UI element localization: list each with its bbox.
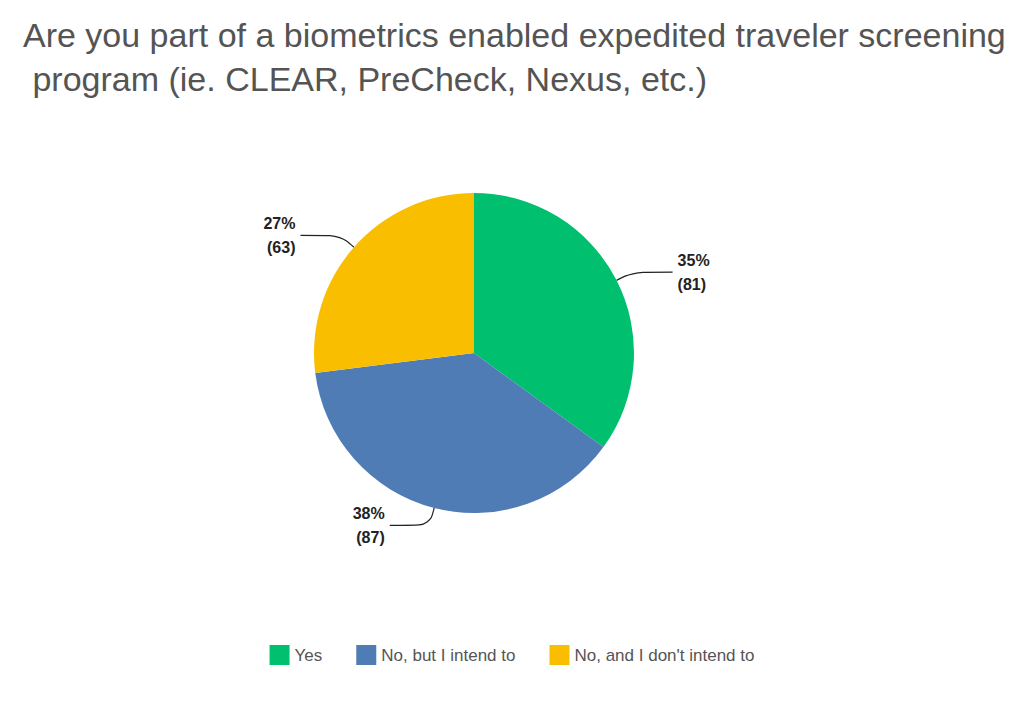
svg-text:27%: 27% [263,215,295,232]
svg-text:(81): (81) [678,276,706,293]
svg-text:Are you part of a biometrics e: Are you part of a biometrics enabled exp… [23,16,1006,54]
svg-text:35%: 35% [678,252,710,269]
svg-text:Yes: Yes [295,646,323,665]
svg-text:program (ie. CLEAR, PreCheck,: program (ie. CLEAR, PreCheck, Nexus, etc… [23,60,707,98]
svg-text:(87): (87) [356,529,384,546]
svg-text:38%: 38% [353,505,385,522]
svg-text:(63): (63) [267,239,295,256]
svg-text:No, and I don't intend to: No, and I don't intend to [574,646,754,665]
svg-text:No, but I intend to: No, but I intend to [381,646,515,665]
